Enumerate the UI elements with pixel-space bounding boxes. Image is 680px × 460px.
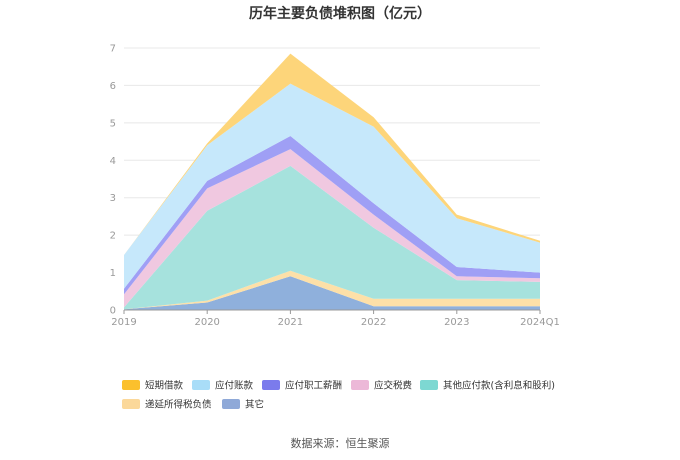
x-axis: [123, 309, 541, 314]
area-3: [124, 149, 540, 308]
legend-swatch: [122, 399, 140, 409]
legend-item[interactable]: 其他应付款(含利息和股利): [420, 380, 555, 392]
area-0: [124, 276, 540, 310]
legend-item[interactable]: 短期借款: [122, 380, 184, 392]
legend-swatch: [262, 380, 280, 390]
legend-swatch: [122, 380, 140, 390]
x-tick-label: 2024Q1: [520, 317, 560, 328]
area-6: [124, 53, 540, 255]
legend-item[interactable]: 应付账款: [192, 380, 254, 392]
y-tick-label: 5: [110, 118, 116, 129]
area-2: [124, 165, 540, 310]
legend: 短期借款 应付账款 应付职工薪酬 应交税费 其他应付款(含利息和股利) 递延所得税负债 其它: [122, 380, 555, 411]
x-tick-label: 2019: [111, 317, 136, 328]
y-tick-label: 1: [110, 268, 116, 279]
y-tick-label: 7: [110, 44, 116, 55]
area-1: [124, 270, 540, 310]
x-axis-tick-labels: 2019 2020 2021 2022 2023 2024Q1: [111, 317, 560, 328]
y-tick-label: 6: [110, 81, 116, 92]
legend-swatch: [351, 380, 369, 390]
legend-swatch: [420, 380, 438, 390]
legend-label: 应付账款: [215, 380, 254, 392]
y-tick-label: 3: [110, 193, 116, 204]
x-tick-label: 2022: [361, 317, 386, 328]
y-tick-label: 0: [110, 306, 116, 317]
legend-item[interactable]: 其它: [222, 399, 264, 411]
legend-item[interactable]: 递延所得税负债: [122, 399, 212, 411]
area-4: [124, 136, 540, 295]
legend-label: 短期借款: [145, 380, 184, 392]
y-tick-label: 4: [110, 156, 116, 167]
legend-label: 递延所得税负债: [145, 399, 212, 411]
legend-swatch: [192, 380, 210, 390]
x-tick-label: 2020: [194, 317, 219, 328]
x-tick-label: 2021: [278, 317, 303, 328]
data-source: 数据来源：恒生聚源: [291, 436, 390, 450]
legend-label: 其它: [245, 399, 264, 411]
x-tick-label: 2023: [444, 317, 469, 328]
legend-swatch: [222, 399, 240, 409]
chart-title: 历年主要负债堆积图（亿元）: [249, 5, 431, 22]
legend-item[interactable]: 应付职工薪酬: [262, 380, 342, 392]
y-axis-tick-labels: 0 1 2 3 4 5 6 7: [110, 44, 116, 317]
legend-item[interactable]: 应交税费: [351, 380, 412, 392]
y-tick-label: 2: [110, 231, 116, 242]
legend-label: 其他应付款(含利息和股利): [443, 380, 555, 392]
legend-label: 应交税费: [374, 380, 412, 392]
area-5: [124, 83, 540, 289]
area-series: [124, 53, 540, 310]
legend-label: 应付职工薪酬: [285, 380, 342, 392]
